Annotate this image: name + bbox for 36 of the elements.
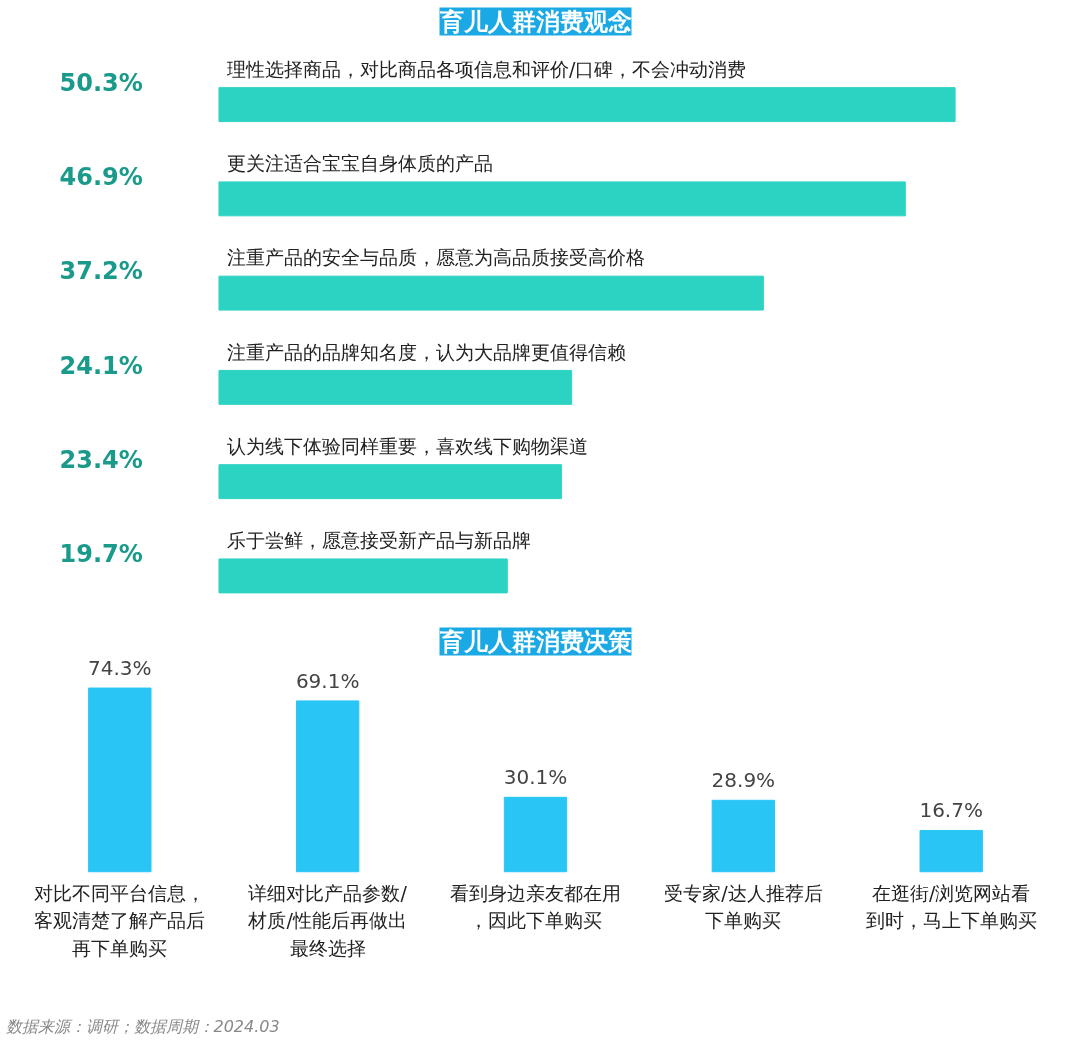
y-tick-label: 更关注适合宝宝自身体质的产品 — [226, 152, 493, 175]
data-label: 30.1% — [503, 765, 568, 790]
data-label: 24.1% — [59, 351, 143, 380]
data-label: 23.4% — [59, 445, 143, 474]
bar — [218, 87, 956, 123]
x-tick-label: 对比不同平台信息，客观清楚了解产品后再下单购买 — [34, 881, 206, 959]
y-tick-label: 注重产品的安全与品质，愿意为高品质接受高价格 — [226, 246, 645, 269]
bar — [503, 796, 568, 873]
data-label: 37.2% — [59, 257, 143, 286]
bar — [88, 687, 152, 873]
x-tick-label: 看到身边亲友都在用，因此下单购买 — [450, 881, 621, 932]
data-label: 74.3% — [88, 656, 152, 681]
bar — [295, 700, 360, 873]
chart-title: 育儿人群消费决策 — [438, 627, 632, 656]
bar — [711, 799, 776, 873]
data-label: 16.7% — [919, 798, 983, 823]
bar — [218, 369, 573, 405]
chart-title: 育儿人群消费观念 — [438, 7, 632, 36]
data-label: 50.3% — [59, 68, 143, 97]
bar — [218, 275, 764, 311]
y-tick-label: 认为线下体验同样重要，喜欢线下购物渠道 — [226, 434, 588, 457]
data-label: 69.1% — [295, 668, 360, 693]
x-tick-label: 详细对比产品参数/材质/性能后再做出最终选择 — [247, 881, 408, 959]
y-tick-label: 注重产品的品牌知名度，认为大品牌更值得信赖 — [226, 340, 626, 363]
bar — [919, 829, 983, 873]
bar — [218, 181, 906, 217]
data-label: 28.9% — [711, 768, 776, 793]
bar — [218, 558, 508, 594]
y-tick-label: 乐于尝鲜，愿意接受新产品与新品牌 — [226, 529, 531, 552]
bar — [218, 464, 562, 500]
x-tick-label: 在逛街/浏览网站看到时，马上下单购买 — [865, 881, 1037, 932]
x-tick-label: 受专家/达人推荐后下单购买 — [664, 881, 823, 932]
y-tick-label: 理性选择商品，对比商品各项信息和评价/口碑，不会冲动消费 — [226, 57, 747, 80]
data-label: 46.9% — [59, 163, 143, 192]
source-note: 数据来源：调研；数据周期：2024.03 — [5, 1016, 280, 1036]
data-label: 19.7% — [59, 540, 143, 569]
